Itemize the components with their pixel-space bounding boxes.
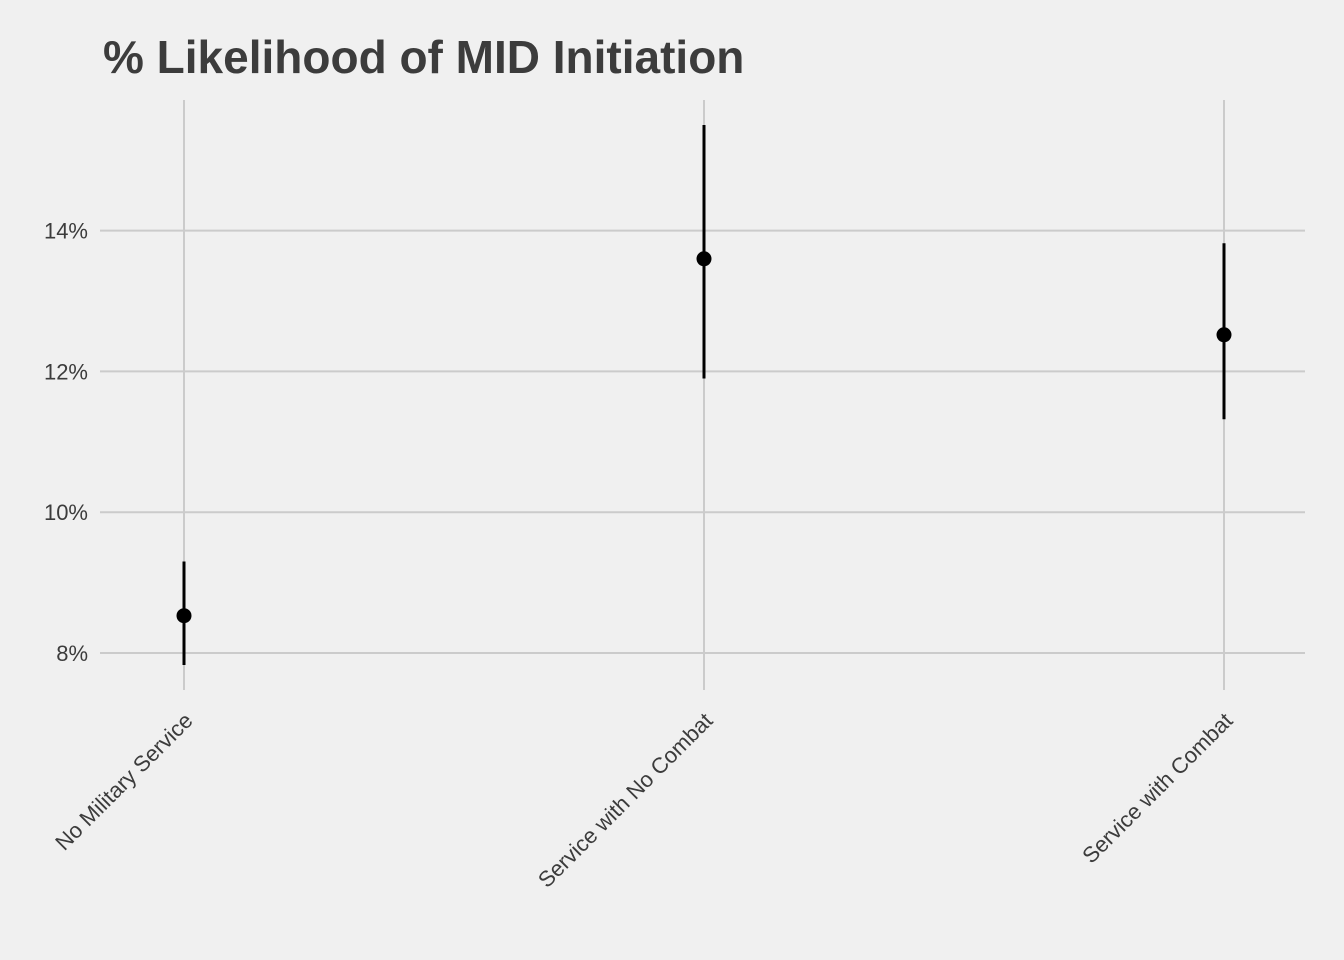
data-marks [176,125,1232,665]
x-axis-ticks: No Military Service Service with No Comba… [50,708,1237,893]
y-tick-label: 10% [44,500,88,525]
x-tick-label: Service with Combat [1077,708,1237,868]
data-point [176,608,192,624]
y-tick-label: 8% [56,641,88,666]
data-point [1216,327,1232,343]
chart-title: % Likelihood of MID Initiation [103,31,745,83]
y-tick-label: 14% [44,219,88,244]
x-tick-label: Service with No Combat [533,708,718,893]
x-tick-label: No Military Service [50,708,197,855]
data-point [696,251,712,267]
y-axis-ticks: 8% 10% 12% 14% [44,219,88,666]
y-tick-label: 12% [44,359,88,384]
